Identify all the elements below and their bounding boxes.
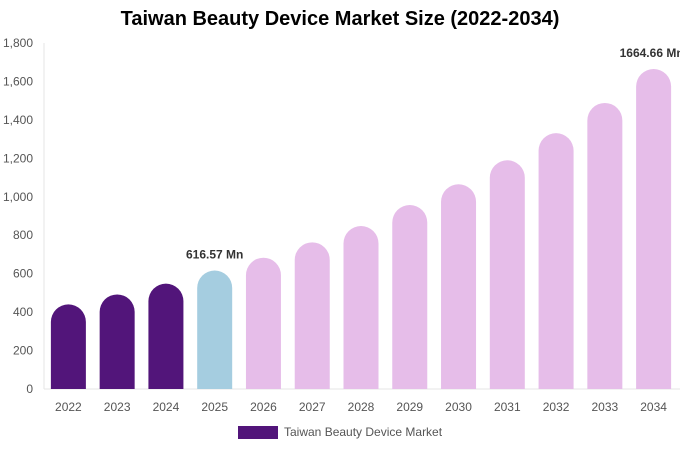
- x-tick-label: 2024: [153, 400, 180, 414]
- y-tick-label: 1,000: [3, 190, 33, 204]
- x-tick-label: 2032: [543, 400, 570, 414]
- x-tick-label: 2034: [640, 400, 667, 414]
- y-tick-label: 600: [13, 267, 33, 281]
- y-tick-label: 800: [13, 228, 33, 242]
- legend-swatch: [238, 425, 278, 439]
- x-tick-label: 2028: [348, 400, 375, 414]
- bar-2026: [245, 257, 281, 389]
- bar-2025: [197, 270, 233, 389]
- x-tick-label: 2030: [445, 400, 472, 414]
- chart-title: Taiwan Beauty Device Market Size (2022-2…: [120, 8, 560, 30]
- bar-2030: [441, 184, 477, 389]
- legend: Taiwan Beauty Device Market: [238, 425, 442, 439]
- x-tick-label: 2025: [201, 400, 228, 414]
- bar-2023: [99, 294, 135, 389]
- y-tick-label: 0: [26, 382, 33, 396]
- data-label: 616.57 Mn: [186, 247, 243, 261]
- bar-2027: [294, 242, 330, 389]
- y-tick-label: 1,800: [3, 36, 33, 50]
- bar-2029: [392, 205, 428, 389]
- y-tick-label: 1,600: [3, 74, 33, 88]
- x-tick-label: 2026: [250, 400, 277, 414]
- y-tick-label: 400: [13, 305, 33, 319]
- bar-2028: [343, 225, 379, 389]
- y-tick-label: 200: [13, 344, 33, 358]
- x-tick-label: 2027: [299, 400, 326, 414]
- bar-2022: [50, 304, 86, 389]
- data-label: 1664.66 Mn: [620, 46, 680, 60]
- bar-2024: [148, 283, 184, 389]
- legend-label: Taiwan Beauty Device Market: [284, 425, 443, 439]
- x-tick-label: 2029: [396, 400, 423, 414]
- x-tick-label: 2022: [55, 400, 82, 414]
- bar-2032: [538, 133, 574, 389]
- bar-2034: [636, 69, 672, 390]
- bar-2031: [489, 160, 525, 389]
- x-tick-label: 2023: [104, 400, 131, 414]
- y-tick-label: 1,200: [3, 151, 33, 165]
- x-tick-label: 2033: [591, 400, 618, 414]
- x-tick-label: 2031: [494, 400, 521, 414]
- y-tick-label: 1,400: [3, 113, 33, 127]
- bar-2033: [587, 102, 623, 390]
